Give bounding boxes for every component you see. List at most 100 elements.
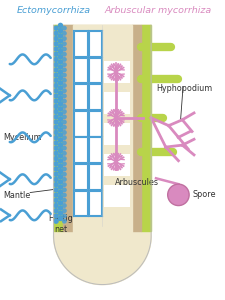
Circle shape <box>58 59 63 65</box>
Circle shape <box>62 208 67 213</box>
Polygon shape <box>73 25 132 236</box>
Circle shape <box>58 143 63 148</box>
Bar <box>74 84 87 109</box>
Circle shape <box>58 70 63 75</box>
Circle shape <box>53 114 59 120</box>
Circle shape <box>53 156 59 161</box>
Circle shape <box>58 137 63 143</box>
Circle shape <box>53 135 59 140</box>
Bar <box>74 31 87 56</box>
Circle shape <box>53 182 59 188</box>
Circle shape <box>58 127 63 133</box>
Circle shape <box>58 148 63 153</box>
Text: Mycelium: Mycelium <box>3 133 42 142</box>
Text: Hyphopodium: Hyphopodium <box>156 84 212 93</box>
Circle shape <box>58 216 63 221</box>
Circle shape <box>58 33 63 39</box>
Polygon shape <box>73 236 132 265</box>
Polygon shape <box>63 25 73 231</box>
Circle shape <box>58 190 63 195</box>
Polygon shape <box>141 25 151 231</box>
Circle shape <box>58 80 63 86</box>
Circle shape <box>62 94 67 98</box>
Bar <box>89 111 101 136</box>
Circle shape <box>58 44 63 49</box>
Circle shape <box>62 156 67 161</box>
Circle shape <box>53 83 59 88</box>
Circle shape <box>53 26 59 31</box>
Circle shape <box>53 172 59 177</box>
Text: Spore: Spore <box>192 190 216 199</box>
Circle shape <box>53 31 59 36</box>
Bar <box>104 61 130 83</box>
Circle shape <box>53 93 59 99</box>
Bar <box>104 123 130 145</box>
Bar <box>104 154 130 176</box>
Circle shape <box>62 57 67 62</box>
Circle shape <box>62 172 67 177</box>
Circle shape <box>58 38 63 44</box>
Circle shape <box>62 114 67 119</box>
Circle shape <box>53 78 59 83</box>
Circle shape <box>58 184 63 190</box>
Circle shape <box>53 52 59 57</box>
Circle shape <box>62 109 67 114</box>
Circle shape <box>62 177 67 182</box>
Circle shape <box>62 99 67 103</box>
Bar <box>89 191 101 215</box>
Circle shape <box>62 219 67 224</box>
Circle shape <box>53 72 59 78</box>
Circle shape <box>62 104 67 109</box>
Bar <box>74 191 87 215</box>
Circle shape <box>62 46 67 52</box>
Circle shape <box>53 130 59 135</box>
Circle shape <box>62 88 67 93</box>
Circle shape <box>62 146 67 151</box>
Polygon shape <box>132 25 141 231</box>
Circle shape <box>58 158 63 164</box>
Circle shape <box>58 174 63 179</box>
Circle shape <box>58 211 63 216</box>
Bar <box>89 164 101 189</box>
Polygon shape <box>54 25 151 284</box>
Circle shape <box>58 205 63 211</box>
Circle shape <box>53 161 59 167</box>
Bar <box>74 58 87 82</box>
Bar <box>89 137 101 162</box>
Circle shape <box>62 68 67 72</box>
Bar <box>89 84 101 109</box>
Circle shape <box>62 52 67 57</box>
Circle shape <box>62 182 67 187</box>
Circle shape <box>53 166 59 172</box>
Circle shape <box>58 28 63 33</box>
Circle shape <box>53 62 59 68</box>
Circle shape <box>58 195 63 200</box>
Polygon shape <box>54 25 63 231</box>
Circle shape <box>58 85 63 91</box>
Circle shape <box>53 218 59 224</box>
Circle shape <box>53 213 59 219</box>
Circle shape <box>53 88 59 94</box>
Circle shape <box>62 203 67 208</box>
Circle shape <box>62 151 67 156</box>
Circle shape <box>53 140 59 145</box>
Circle shape <box>62 161 67 166</box>
Text: Ectomycorrhiza: Ectomycorrhiza <box>17 6 91 15</box>
Circle shape <box>58 132 63 138</box>
Circle shape <box>62 78 67 83</box>
Circle shape <box>62 214 67 218</box>
Bar <box>104 92 130 114</box>
Circle shape <box>58 169 63 174</box>
Circle shape <box>62 120 67 124</box>
Bar <box>74 111 87 136</box>
Circle shape <box>53 67 59 73</box>
Circle shape <box>53 109 59 114</box>
Bar <box>104 185 130 207</box>
Circle shape <box>53 104 59 109</box>
Circle shape <box>58 101 63 106</box>
Bar <box>74 137 87 162</box>
Circle shape <box>53 36 59 41</box>
Circle shape <box>58 200 63 206</box>
Circle shape <box>62 73 67 77</box>
Circle shape <box>58 179 63 185</box>
